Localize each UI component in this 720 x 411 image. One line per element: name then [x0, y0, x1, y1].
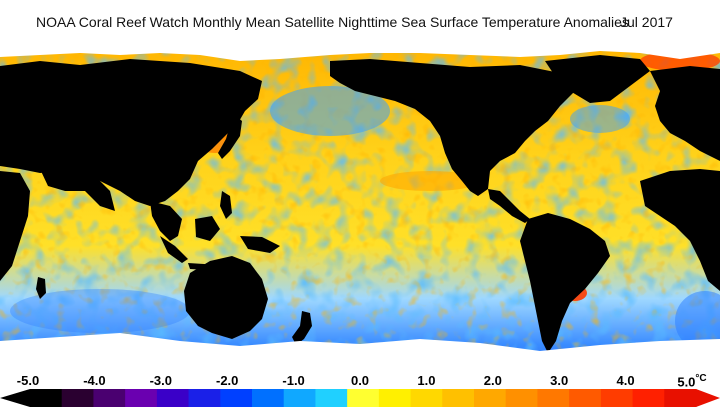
colorbar-segment [442, 389, 475, 407]
land-north-america [330, 59, 575, 196]
colorbar-tick-label: 5.0°C [677, 373, 707, 390]
colorbar-segment [315, 389, 348, 407]
colorbar-tick-label: 3.0 [550, 373, 569, 388]
colorbar-segment [61, 389, 94, 407]
land-new-guinea [240, 236, 280, 253]
colorbar-tick-label: 2.0 [483, 373, 502, 388]
colorbar-left-arrow [0, 389, 30, 407]
land-japan [218, 113, 242, 159]
antarctic-ice [0, 333, 720, 371]
colorbar-segment [252, 389, 285, 407]
colorbar-segment [156, 389, 190, 407]
colorbar-segment [410, 389, 443, 407]
colorbar-segment [569, 389, 602, 407]
colorbar-tick-label: -2.0 [215, 373, 239, 388]
colorbar-tick-label: 4.0 [616, 373, 635, 388]
land-australia [184, 256, 268, 339]
anomaly-patches [10, 51, 720, 351]
colorbar-segment [125, 389, 158, 407]
land-eurasia [0, 59, 262, 206]
map-title: NOAA Coral Reef Watch Monthly Mean Satel… [36, 14, 629, 30]
colorbar-segment [505, 389, 538, 407]
colorbar-unit: °C [695, 373, 707, 384]
colorbar-tick-label: -1.0 [282, 373, 305, 388]
land-masses [0, 55, 720, 353]
colorbar-segment [347, 389, 380, 407]
colorbar-segment [664, 389, 697, 407]
map-date: Jul 2017 [620, 14, 673, 30]
colorbar-segment [600, 389, 634, 407]
land-new-zealand [292, 311, 312, 345]
land-africa [640, 169, 720, 291]
colorbar-tick-label: -5.0 [16, 373, 40, 388]
sst-anomaly-map [0, 41, 720, 371]
polar-ice [0, 41, 720, 371]
colorbar-tick-label: 1.0 [417, 373, 436, 388]
colorbar-segment [378, 389, 412, 407]
colorbar [0, 389, 720, 407]
colorbar-segment [93, 389, 126, 407]
land-madagascar [36, 277, 46, 299]
land-borneo [195, 216, 220, 241]
colorbar-tick-label: -4.0 [83, 373, 106, 388]
land-central-america [488, 189, 530, 223]
land-greenland [545, 55, 650, 103]
colorbar-tick-label: -3.0 [149, 373, 172, 388]
colorbar-segment [632, 389, 665, 407]
colorbar-tick-label: 0.0 [350, 373, 370, 388]
land-europe [650, 66, 720, 161]
land-philippines [220, 191, 232, 219]
land-sumatra [160, 236, 188, 263]
colorbar-segment [220, 389, 253, 407]
colorbar-segment [283, 389, 316, 407]
map-title-bar: NOAA Coral Reef Watch Monthly Mean Satel… [0, 0, 720, 40]
colorbar-right-arrow [696, 389, 720, 407]
colorbar-tick-labels: -5.0 -4.0 -3.0 -2.0 -1.0 0.0 1.0 2.0 3.0 4.0 5.0°C [0, 373, 720, 389]
land-south-america [520, 213, 610, 353]
arctic-ice [0, 41, 720, 61]
colorbar-segment [474, 389, 507, 407]
land-africa-east-wrap [0, 171, 30, 281]
colorbar-segment [188, 389, 221, 407]
land-india [40, 169, 115, 211]
colorbar-segment [537, 389, 570, 407]
land-se-asia [150, 201, 182, 241]
colorbar-segment [30, 389, 63, 407]
